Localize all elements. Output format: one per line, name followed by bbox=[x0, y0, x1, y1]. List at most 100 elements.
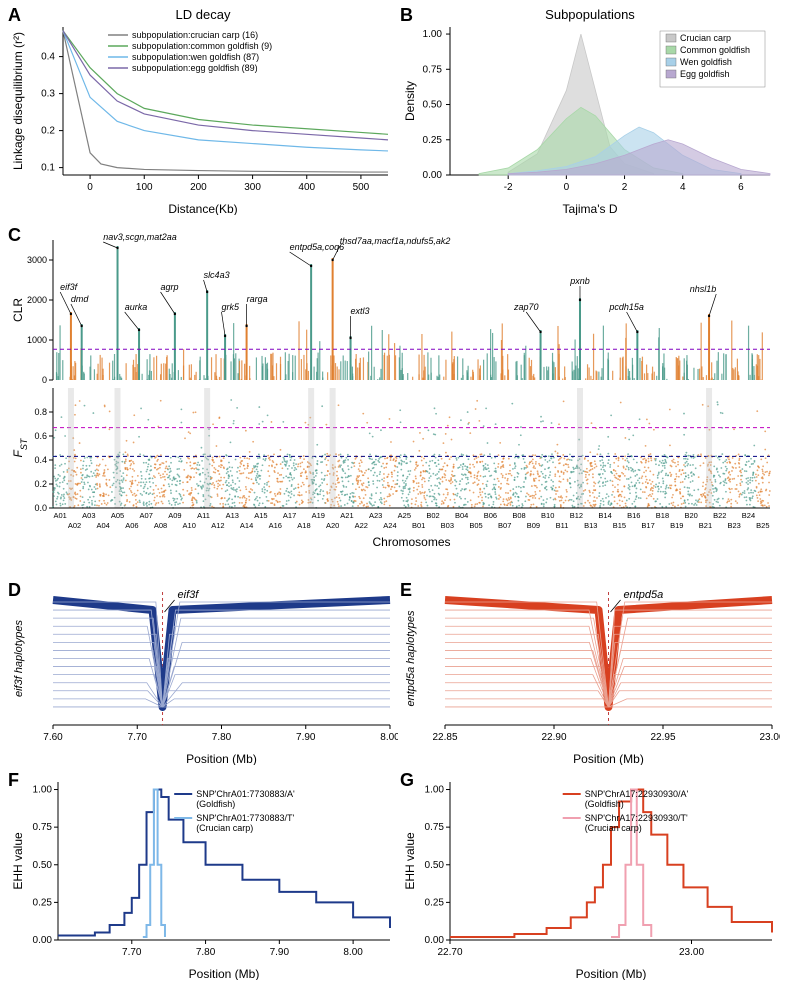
svg-text:400: 400 bbox=[298, 182, 315, 193]
svg-text:0.00: 0.00 bbox=[33, 935, 53, 946]
svg-text:B10: B10 bbox=[541, 511, 554, 520]
svg-text:zap70: zap70 bbox=[513, 302, 539, 312]
svg-text:3000: 3000 bbox=[27, 255, 47, 265]
entpd5a-haplotypes: 22.8522.9022.9523.00Position (Mb)entpd5a… bbox=[400, 580, 780, 765]
panel-g-label: G bbox=[400, 770, 414, 791]
svg-text:slc4a3: slc4a3 bbox=[204, 270, 230, 280]
svg-text:0.50: 0.50 bbox=[425, 860, 445, 871]
svg-text:100: 100 bbox=[136, 182, 153, 193]
svg-text:B01: B01 bbox=[412, 521, 425, 530]
svg-text:rarga: rarga bbox=[247, 294, 268, 304]
svg-text:aurka: aurka bbox=[125, 302, 148, 312]
svg-text:Position (Mb): Position (Mb) bbox=[573, 752, 644, 765]
svg-text:7.90: 7.90 bbox=[270, 947, 290, 958]
panel-g: G 22.7023.000.000.250.500.751.00Position… bbox=[400, 770, 780, 980]
ehh-entpd5a-chart: 22.7023.000.000.250.500.751.00Position (… bbox=[400, 770, 780, 980]
svg-text:8.00: 8.00 bbox=[380, 732, 398, 743]
svg-text:pxnb: pxnb bbox=[569, 276, 590, 286]
svg-text:1.00: 1.00 bbox=[425, 785, 445, 796]
svg-text:CLR: CLR bbox=[11, 298, 25, 322]
svg-text:Position (Mb): Position (Mb) bbox=[576, 967, 647, 980]
svg-text:subpopulation:common goldfish: subpopulation:common goldfish (9) bbox=[132, 41, 272, 51]
svg-text:Crucian carp: Crucian carp bbox=[680, 33, 731, 43]
svg-text:LD decay: LD decay bbox=[176, 7, 231, 22]
svg-text:entpd5a,coq6: entpd5a,coq6 bbox=[290, 242, 345, 252]
panel-d: D 7.607.707.807.908.00Position (Mb)eif3f… bbox=[8, 580, 398, 765]
svg-text:(Crucian carp): (Crucian carp) bbox=[585, 823, 642, 833]
ld-decay-chart: LD decay01002003004005000.10.20.30.4Dist… bbox=[8, 5, 398, 215]
svg-text:8.00: 8.00 bbox=[343, 947, 363, 958]
svg-text:EHH value: EHH value bbox=[403, 832, 417, 890]
svg-text:SNP'ChrA01:7730883/T': SNP'ChrA01:7730883/T' bbox=[196, 813, 294, 823]
svg-text:EHH value: EHH value bbox=[11, 832, 25, 890]
svg-text:2000: 2000 bbox=[27, 295, 47, 305]
svg-text:SNP'ChrA17:22930930/T': SNP'ChrA17:22930930/T' bbox=[585, 813, 688, 823]
svg-text:B22: B22 bbox=[713, 511, 726, 520]
svg-text:Linkage disequilibrium (r²): Linkage disequilibrium (r²) bbox=[11, 32, 25, 170]
svg-text:7.80: 7.80 bbox=[196, 947, 216, 958]
svg-text:0.50: 0.50 bbox=[33, 860, 53, 871]
svg-text:0.8: 0.8 bbox=[34, 407, 47, 417]
svg-text:SNP'ChrA17:22930930/A': SNP'ChrA17:22930930/A' bbox=[585, 789, 689, 799]
svg-text:extl3: extl3 bbox=[351, 306, 370, 316]
svg-text:(Crucian carp): (Crucian carp) bbox=[196, 823, 253, 833]
svg-text:B19: B19 bbox=[670, 521, 683, 530]
svg-text:7.70: 7.70 bbox=[122, 947, 142, 958]
svg-text:0.2: 0.2 bbox=[34, 479, 47, 489]
svg-text:Position (Mb): Position (Mb) bbox=[186, 752, 257, 765]
svg-text:22.95: 22.95 bbox=[650, 732, 675, 743]
svg-text:2: 2 bbox=[622, 182, 628, 193]
panel-c: C 0100020003000CLReif3fdmdnav3,scgn,mat2… bbox=[8, 225, 778, 575]
svg-text:SNP'ChrA01:7730883/A': SNP'ChrA01:7730883/A' bbox=[196, 789, 295, 799]
svg-text:22.70: 22.70 bbox=[437, 947, 462, 958]
svg-text:B21: B21 bbox=[699, 521, 712, 530]
svg-text:grk5: grk5 bbox=[221, 302, 240, 312]
svg-text:0.2: 0.2 bbox=[41, 126, 55, 137]
svg-text:(Goldfish): (Goldfish) bbox=[196, 799, 235, 809]
svg-text:0: 0 bbox=[564, 182, 570, 193]
svg-text:dmd: dmd bbox=[71, 294, 90, 304]
svg-text:Common goldfish: Common goldfish bbox=[680, 45, 750, 55]
svg-text:A22: A22 bbox=[355, 521, 368, 530]
svg-text:A10: A10 bbox=[183, 521, 196, 530]
svg-text:0.1: 0.1 bbox=[41, 163, 55, 174]
svg-text:A13: A13 bbox=[226, 511, 239, 520]
svg-text:B11: B11 bbox=[556, 521, 569, 530]
svg-text:B07: B07 bbox=[498, 521, 511, 530]
svg-text:0.25: 0.25 bbox=[423, 135, 443, 146]
svg-text:A21: A21 bbox=[340, 511, 353, 520]
svg-text:7.70: 7.70 bbox=[128, 732, 148, 743]
svg-text:A14: A14 bbox=[240, 521, 253, 530]
svg-text:A20: A20 bbox=[326, 521, 339, 530]
svg-text:0.75: 0.75 bbox=[425, 822, 445, 833]
svg-text:nhsl1b: nhsl1b bbox=[690, 284, 717, 294]
svg-text:FST: FST bbox=[11, 437, 29, 457]
svg-text:B20: B20 bbox=[684, 511, 697, 520]
svg-text:A05: A05 bbox=[111, 511, 124, 520]
svg-text:0.00: 0.00 bbox=[425, 935, 445, 946]
svg-text:A18: A18 bbox=[297, 521, 310, 530]
svg-text:B15: B15 bbox=[613, 521, 626, 530]
svg-text:0.0: 0.0 bbox=[34, 503, 47, 513]
svg-text:B08: B08 bbox=[512, 511, 525, 520]
svg-text:0.50: 0.50 bbox=[423, 100, 443, 111]
svg-text:4: 4 bbox=[680, 182, 686, 193]
svg-text:22.90: 22.90 bbox=[541, 732, 566, 743]
svg-text:subpopulation:crucian carp (16: subpopulation:crucian carp (16) bbox=[132, 30, 258, 40]
svg-text:B06: B06 bbox=[484, 511, 497, 520]
svg-text:A09: A09 bbox=[168, 511, 181, 520]
svg-text:1.00: 1.00 bbox=[423, 29, 443, 40]
panel-e-label: E bbox=[400, 580, 412, 601]
svg-text:eif3f: eif3f bbox=[60, 282, 79, 292]
svg-text:(Goldfish): (Goldfish) bbox=[585, 799, 624, 809]
panel-b-label: B bbox=[400, 5, 413, 26]
svg-text:7.90: 7.90 bbox=[296, 732, 316, 743]
svg-text:0: 0 bbox=[87, 182, 93, 193]
svg-text:A15: A15 bbox=[254, 511, 267, 520]
svg-text:A25: A25 bbox=[398, 511, 411, 520]
svg-text:nav3,scgn,mat2aa: nav3,scgn,mat2aa bbox=[103, 232, 177, 242]
svg-text:22.85: 22.85 bbox=[432, 732, 457, 743]
svg-text:B13: B13 bbox=[584, 521, 597, 530]
svg-text:B17: B17 bbox=[641, 521, 654, 530]
svg-text:entpd5a haplotypes: entpd5a haplotypes bbox=[405, 610, 417, 707]
